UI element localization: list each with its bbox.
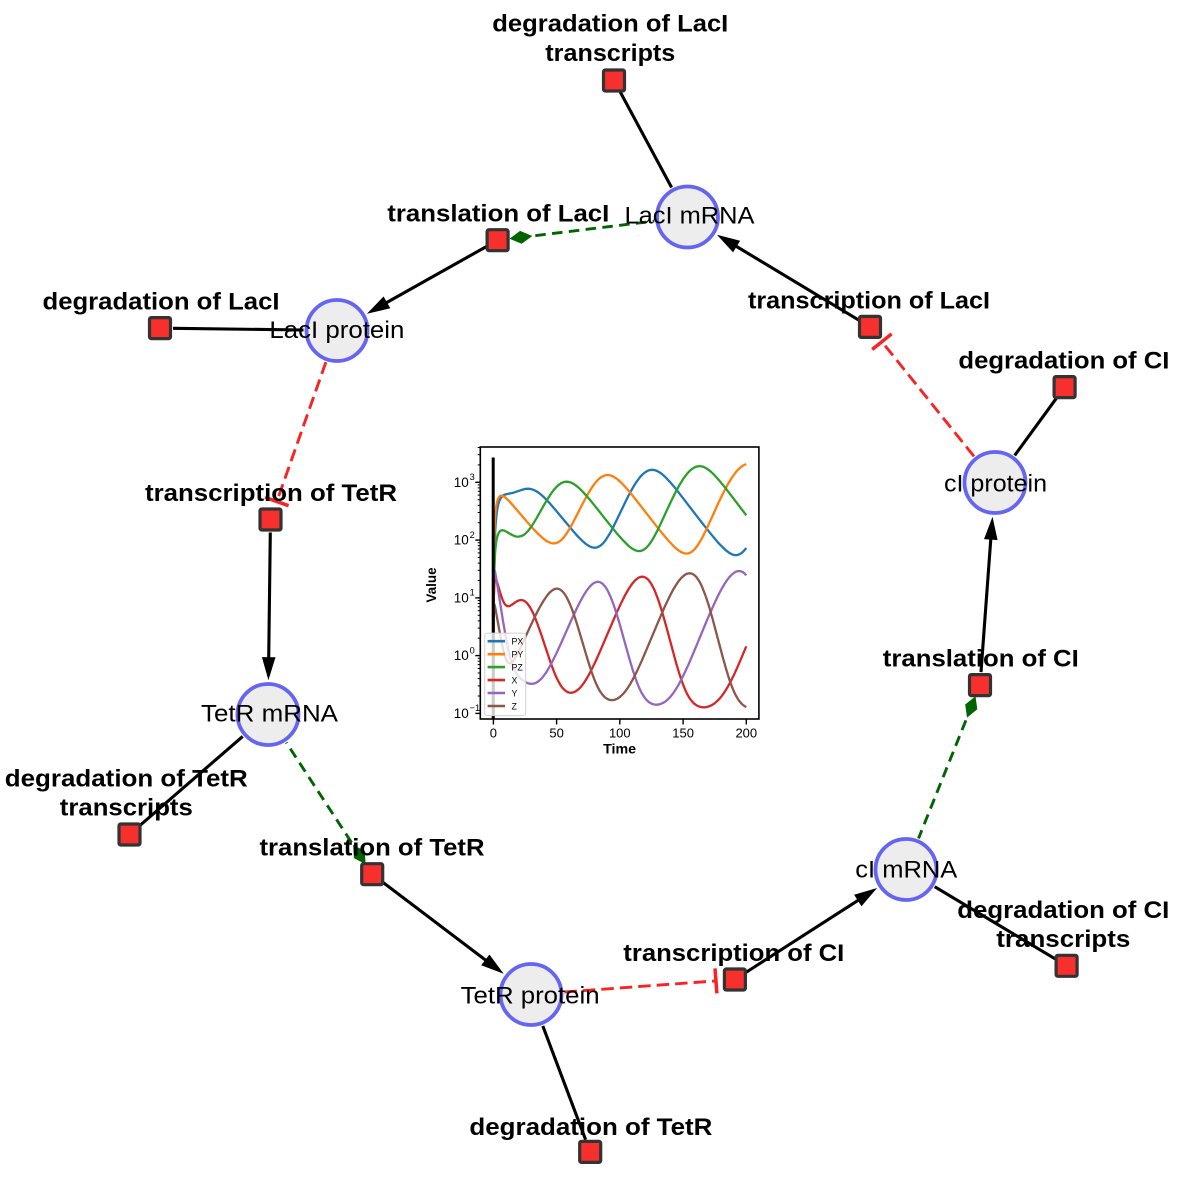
svg-text:transcription of TetR: transcription of TetR xyxy=(145,480,397,507)
svg-text:1: 1 xyxy=(470,588,475,598)
svg-text:Z: Z xyxy=(512,701,518,711)
svg-text:transcription of LacI: transcription of LacI xyxy=(748,287,990,314)
svg-text:−1: −1 xyxy=(470,703,480,713)
svg-text:100: 100 xyxy=(609,726,631,741)
svg-text:PY: PY xyxy=(512,650,524,660)
svg-text:200: 200 xyxy=(735,726,757,741)
svg-text:cI protein: cI protein xyxy=(944,471,1047,498)
svg-text:0: 0 xyxy=(470,645,475,655)
svg-text:TetR protein: TetR protein xyxy=(461,983,600,1010)
svg-text:150: 150 xyxy=(672,726,694,741)
svg-text:10: 10 xyxy=(454,475,469,490)
svg-text:PZ: PZ xyxy=(512,663,524,673)
svg-text:TetR mRNA: TetR mRNA xyxy=(201,700,338,727)
svg-text:transcripts: transcripts xyxy=(60,795,193,822)
svg-text:2: 2 xyxy=(470,530,475,540)
svg-text:transcription of CI: transcription of CI xyxy=(623,940,844,967)
svg-text:translation of TetR: translation of TetR xyxy=(260,835,485,862)
svg-text:transcripts: transcripts xyxy=(996,926,1130,953)
svg-text:10: 10 xyxy=(454,648,469,663)
svg-text:degradation of CI: degradation of CI xyxy=(958,348,1169,375)
svg-text:3: 3 xyxy=(470,472,475,482)
svg-text:0: 0 xyxy=(490,726,497,741)
svg-text:degradation of LacI: degradation of LacI xyxy=(492,11,728,38)
svg-text:transcripts: transcripts xyxy=(545,40,675,67)
svg-text:10: 10 xyxy=(454,706,469,721)
svg-text:LacI mRNA: LacI mRNA xyxy=(625,203,755,230)
svg-text:degradation of TetR: degradation of TetR xyxy=(5,766,248,793)
svg-text:degradation of CI: degradation of CI xyxy=(957,897,1169,924)
svg-text:translation of LacI: translation of LacI xyxy=(387,201,609,228)
svg-text:cI mRNA: cI mRNA xyxy=(855,857,957,884)
svg-text:Value: Value xyxy=(424,567,439,603)
svg-text:X: X xyxy=(512,676,518,686)
svg-text:degradation of TetR: degradation of TetR xyxy=(469,1114,712,1141)
svg-text:PX: PX xyxy=(512,637,524,647)
svg-text:LacI protein: LacI protein xyxy=(269,317,404,344)
svg-text:10: 10 xyxy=(454,591,469,606)
svg-text:Time: Time xyxy=(603,742,637,757)
svg-text:10: 10 xyxy=(454,533,469,548)
svg-text:50: 50 xyxy=(549,726,563,741)
svg-text:degradation of LacI: degradation of LacI xyxy=(43,289,280,316)
svg-text:Y: Y xyxy=(512,688,518,698)
svg-text:translation of CI: translation of CI xyxy=(883,646,1079,673)
